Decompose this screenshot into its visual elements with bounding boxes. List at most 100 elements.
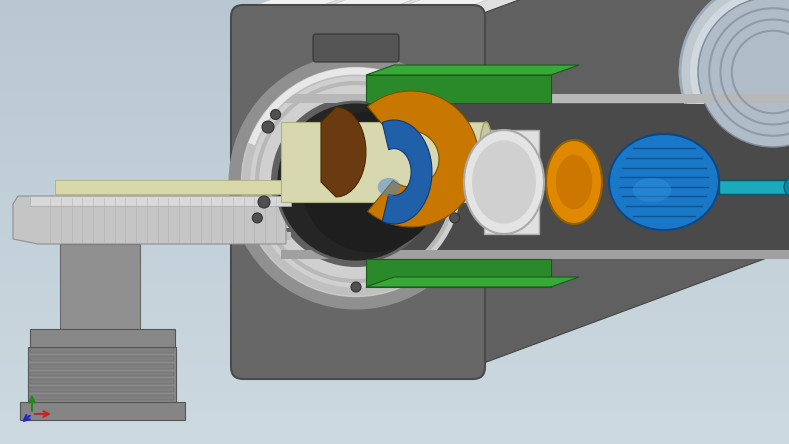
Bar: [30, 356, 174, 361]
Bar: [0, 422, 789, 429]
Bar: [0, 126, 789, 133]
Bar: [30, 348, 174, 353]
Circle shape: [690, 0, 789, 155]
Ellipse shape: [633, 178, 671, 202]
Bar: [30, 220, 291, 228]
Polygon shape: [382, 120, 432, 224]
Circle shape: [450, 141, 460, 151]
Bar: [30, 232, 291, 240]
Ellipse shape: [546, 140, 602, 224]
Bar: [0, 370, 789, 377]
Bar: [0, 214, 789, 222]
Polygon shape: [326, 0, 703, 7]
Circle shape: [245, 71, 467, 293]
Bar: [30, 387, 174, 392]
Bar: [281, 250, 789, 259]
Bar: [0, 325, 789, 333]
Bar: [0, 89, 789, 96]
Bar: [55, 180, 281, 194]
Bar: [0, 377, 789, 385]
Ellipse shape: [479, 122, 493, 202]
Bar: [0, 81, 789, 89]
Polygon shape: [251, 0, 628, 7]
Polygon shape: [473, 0, 783, 367]
Bar: [0, 252, 789, 259]
Bar: [0, 133, 789, 141]
Bar: [0, 8, 789, 15]
Bar: [0, 237, 789, 244]
Bar: [0, 52, 789, 59]
Bar: [0, 318, 789, 325]
Bar: [0, 37, 789, 44]
Bar: [0, 30, 789, 37]
Bar: [0, 414, 789, 422]
Bar: [0, 385, 789, 392]
Ellipse shape: [464, 130, 544, 234]
Bar: [0, 192, 789, 200]
Bar: [30, 372, 174, 377]
FancyBboxPatch shape: [231, 5, 485, 379]
Polygon shape: [13, 196, 286, 244]
Bar: [0, 119, 789, 126]
Bar: [0, 207, 789, 214]
Ellipse shape: [472, 140, 536, 224]
Circle shape: [258, 196, 270, 208]
Bar: [281, 122, 486, 202]
Bar: [0, 311, 789, 318]
Bar: [0, 96, 789, 103]
Polygon shape: [243, 0, 783, 17]
Ellipse shape: [379, 122, 394, 202]
Bar: [366, 75, 551, 103]
Circle shape: [450, 213, 460, 223]
Circle shape: [698, 0, 789, 147]
Bar: [0, 200, 789, 207]
FancyBboxPatch shape: [313, 34, 399, 62]
Circle shape: [369, 74, 380, 83]
Bar: [0, 170, 789, 178]
Bar: [20, 402, 185, 420]
Bar: [30, 364, 174, 369]
Ellipse shape: [609, 134, 719, 230]
Bar: [0, 0, 789, 8]
Bar: [0, 22, 789, 30]
Bar: [0, 59, 789, 67]
Bar: [0, 289, 789, 296]
Circle shape: [301, 111, 441, 252]
Circle shape: [271, 110, 281, 119]
Bar: [366, 259, 551, 287]
Bar: [28, 347, 176, 402]
Circle shape: [262, 121, 274, 133]
Bar: [0, 296, 789, 303]
Bar: [0, 281, 789, 289]
Bar: [0, 15, 789, 22]
Bar: [0, 178, 789, 185]
Circle shape: [784, 177, 789, 197]
Bar: [0, 67, 789, 74]
Circle shape: [276, 102, 436, 262]
Polygon shape: [368, 91, 479, 227]
Bar: [0, 392, 789, 400]
Bar: [0, 141, 789, 148]
Ellipse shape: [555, 155, 593, 209]
Bar: [281, 94, 789, 103]
Ellipse shape: [283, 122, 298, 202]
Bar: [719, 180, 789, 194]
Bar: [30, 380, 174, 385]
Bar: [0, 148, 789, 155]
Bar: [0, 230, 789, 237]
Bar: [0, 44, 789, 52]
Bar: [356, 104, 789, 250]
Ellipse shape: [378, 178, 400, 196]
Bar: [0, 103, 789, 111]
Ellipse shape: [473, 122, 488, 202]
Circle shape: [252, 213, 262, 223]
Bar: [0, 259, 789, 266]
Bar: [30, 329, 175, 347]
Polygon shape: [366, 65, 579, 75]
Bar: [30, 208, 291, 216]
Circle shape: [351, 282, 361, 292]
Bar: [0, 341, 789, 348]
Polygon shape: [366, 277, 579, 287]
Circle shape: [680, 0, 789, 165]
Bar: [0, 355, 789, 363]
